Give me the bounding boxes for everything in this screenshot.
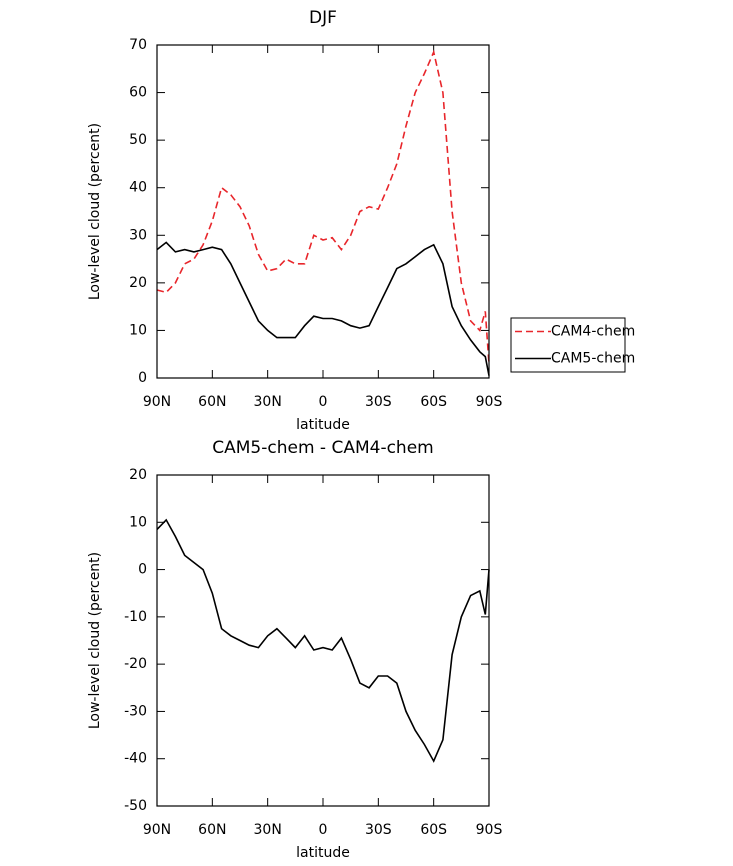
legend-box xyxy=(510,317,626,373)
y-tick-label: 30 xyxy=(129,227,147,243)
y-tick-label: 40 xyxy=(129,180,147,196)
y-tick-label: -20 xyxy=(124,656,147,672)
y-tick-label: 0 xyxy=(138,562,147,578)
x-tick-label: 90N xyxy=(143,822,171,838)
x-tick-label: 90S xyxy=(476,822,503,838)
y-tick-label: -50 xyxy=(124,798,147,814)
y-tick-label: 20 xyxy=(129,275,147,291)
x-tick-label: 60S xyxy=(420,394,447,410)
plot-frame xyxy=(156,44,490,379)
legend-label: CAM4-chem xyxy=(551,324,635,340)
y-tick-label: -30 xyxy=(124,703,147,719)
x-tick-label: 30S xyxy=(365,394,392,410)
data-line xyxy=(156,49,490,364)
x-tick-label: 90N xyxy=(143,394,171,410)
legend-label: CAM5-chem xyxy=(551,351,635,367)
x-axis-label: latitude xyxy=(296,417,350,433)
x-tick-label: 60N xyxy=(198,394,226,410)
chart-title: DJF xyxy=(309,8,337,28)
x-tick-label: 30S xyxy=(365,822,392,838)
y-tick-label: 20 xyxy=(129,467,147,483)
y-tick-label: -10 xyxy=(124,609,147,625)
plot-frame xyxy=(156,474,490,807)
x-tick-label: 90S xyxy=(476,394,503,410)
y-tick-label: 10 xyxy=(129,322,147,338)
x-axis-label: latitude xyxy=(296,845,350,861)
x-tick-label: 0 xyxy=(319,394,328,410)
x-tick-label: 60S xyxy=(420,822,447,838)
y-tick-label: 10 xyxy=(129,514,147,530)
y-axis-label: Low-level cloud (percent) xyxy=(87,552,103,729)
data-line xyxy=(156,518,490,763)
y-tick-label: 50 xyxy=(129,132,147,148)
y-tick-label: 60 xyxy=(129,85,147,101)
y-tick-label: -40 xyxy=(124,751,147,767)
y-tick-label: 0 xyxy=(138,370,147,386)
data-line xyxy=(156,241,490,376)
x-tick-label: 0 xyxy=(319,822,328,838)
x-tick-label: 60N xyxy=(198,822,226,838)
chart-title: CAM5-chem - CAM4-chem xyxy=(212,438,433,458)
y-tick-label: 70 xyxy=(129,37,147,53)
x-tick-label: 30N xyxy=(254,822,282,838)
y-axis-label: Low-level cloud (percent) xyxy=(87,123,103,300)
x-tick-label: 30N xyxy=(254,394,282,410)
